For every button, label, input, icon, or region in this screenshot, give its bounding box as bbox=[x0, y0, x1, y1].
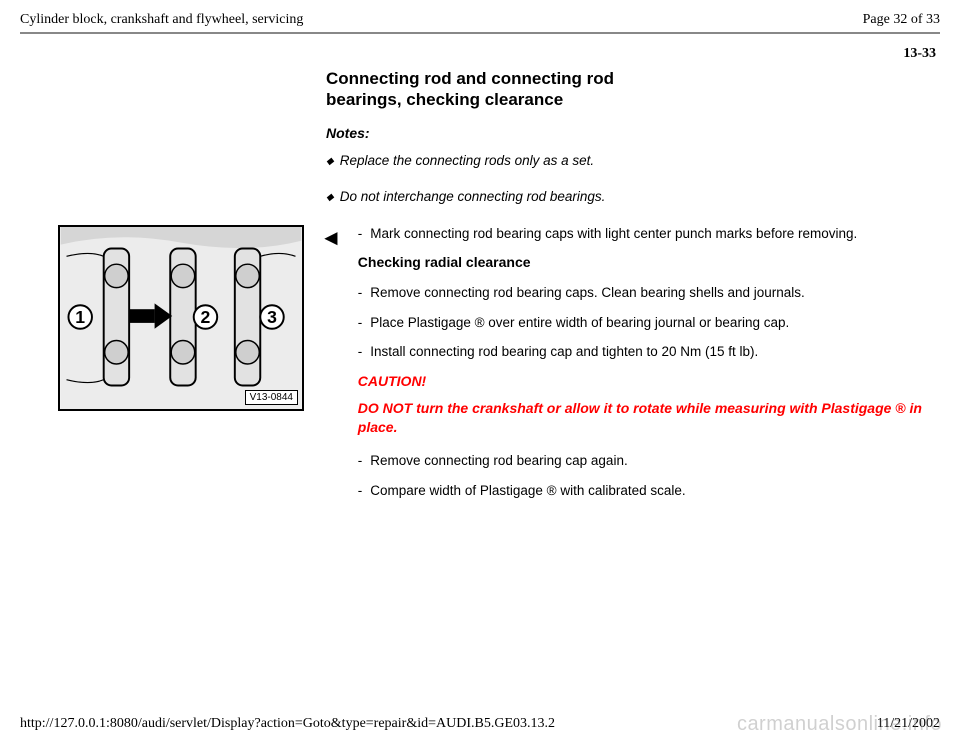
step-text: Place Plastigage ® over entire width of … bbox=[370, 314, 789, 332]
dash-icon: - bbox=[358, 225, 363, 243]
notes-label: Notes: bbox=[326, 125, 926, 141]
caution-text: DO NOT turn the crankshaft or allow it t… bbox=[358, 399, 926, 437]
page-header: Cylinder block, crankshaft and flywheel,… bbox=[0, 0, 960, 32]
step-item: - Install connecting rod bearing cap and… bbox=[358, 343, 926, 361]
page-footer: http://127.0.0.1:8080/audi/servlet/Displ… bbox=[0, 710, 960, 742]
watermark: carmanualsonline.info bbox=[737, 713, 942, 736]
figure-column: 1 2 3 V13-0844 bbox=[24, 225, 304, 411]
step-item: - Remove connecting rod bearing caps. Cl… bbox=[358, 284, 926, 302]
note-item: ◆ Replace the connecting rods only as a … bbox=[326, 153, 926, 171]
step-item: - Remove connecting rod bearing cap agai… bbox=[358, 452, 926, 470]
dash-icon: - bbox=[358, 452, 363, 470]
svg-text:3: 3 bbox=[267, 306, 277, 326]
text-column: - Mark connecting rod bearing caps with … bbox=[358, 225, 936, 512]
step-text: Remove connecting rod bearing cap again. bbox=[370, 452, 627, 470]
svg-text:2: 2 bbox=[201, 306, 211, 326]
dash-icon: - bbox=[358, 343, 363, 361]
step-text: Install connecting rod bearing cap and t… bbox=[370, 343, 758, 361]
step-item: - Compare width of Plastigage ® with cal… bbox=[358, 482, 926, 500]
header-page-of: Page 32 of 33 bbox=[863, 12, 940, 28]
bullet-icon: ◆ bbox=[326, 153, 334, 171]
svg-text:1: 1 bbox=[75, 306, 85, 326]
sub-heading: Checking radial clearance bbox=[358, 254, 926, 270]
step-text: Compare width of Plastigage ® with calib… bbox=[370, 482, 685, 500]
note-item: ◆ Do not interchange connecting rod bear… bbox=[326, 189, 926, 207]
dash-icon: - bbox=[358, 482, 363, 500]
section-title: Connecting rod and connecting rod bearin… bbox=[326, 68, 926, 111]
step-text: Remove connecting rod bearing caps. Clea… bbox=[370, 284, 805, 302]
caution-label: CAUTION! bbox=[358, 373, 926, 389]
page-reference: 13-33 bbox=[0, 34, 960, 68]
figure-illustration: 1 2 3 V13-0844 bbox=[58, 225, 304, 411]
figure-tag: V13-0844 bbox=[245, 390, 298, 405]
note-text: Replace the connecting rods only as a se… bbox=[340, 153, 594, 168]
note-text: Do not interchange connecting rod bearin… bbox=[340, 189, 606, 204]
step-item: - Place Plastigage ® over entire width o… bbox=[358, 314, 926, 332]
footer-url: http://127.0.0.1:8080/audi/servlet/Displ… bbox=[20, 716, 555, 732]
dash-icon: - bbox=[358, 314, 363, 332]
step-item: - Mark connecting rod bearing caps with … bbox=[358, 225, 926, 243]
dash-icon: - bbox=[358, 284, 363, 302]
step-text: Mark connecting rod bearing caps with li… bbox=[370, 225, 857, 243]
section-title-line1: Connecting rod and connecting rod bbox=[326, 69, 614, 88]
header-title: Cylinder block, crankshaft and flywheel,… bbox=[20, 12, 303, 28]
section-title-line2: bearings, checking clearance bbox=[326, 90, 563, 109]
bullet-icon: ◆ bbox=[326, 189, 334, 207]
pointer-icon: ◄ bbox=[320, 225, 342, 249]
